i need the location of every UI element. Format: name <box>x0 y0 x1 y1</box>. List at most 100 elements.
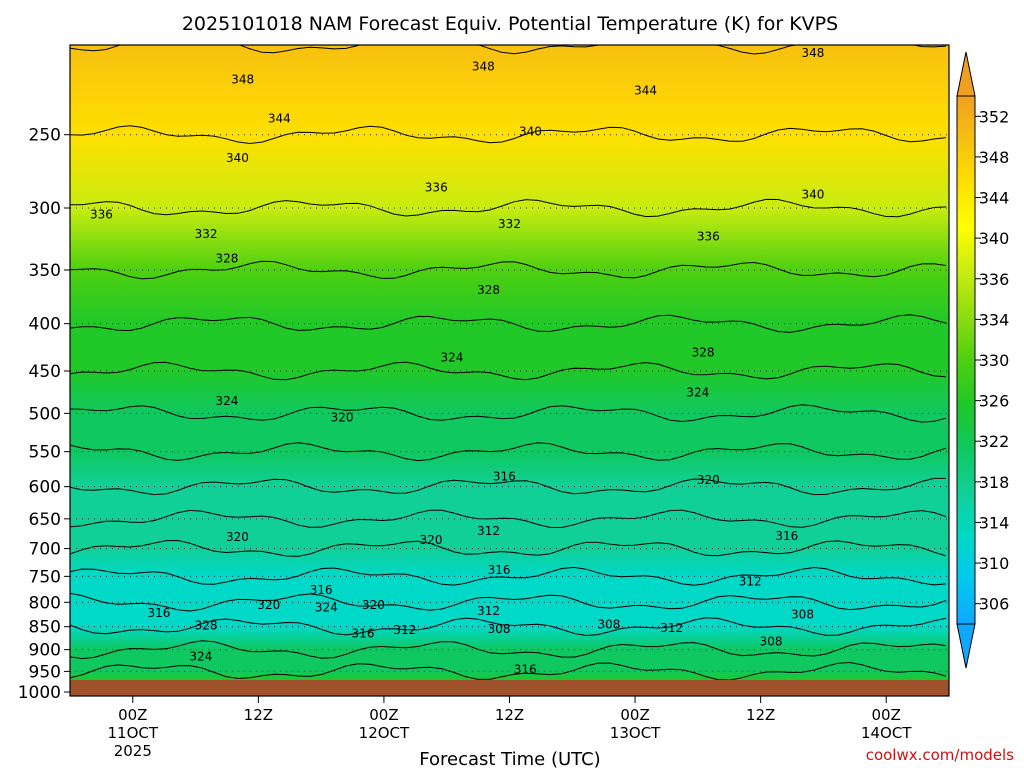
contour-label: 336 <box>425 180 448 194</box>
contour-label: 348 <box>802 46 825 60</box>
pressure-tick-label: 950 <box>29 662 61 682</box>
contour-label: 312 <box>477 524 500 538</box>
contour-label: 308 <box>760 635 783 649</box>
contour-label: 312 <box>477 604 500 618</box>
contour-label: 316 <box>514 662 537 676</box>
time-tick-label: 00Z <box>620 706 649 724</box>
contour-line <box>70 661 947 681</box>
contour-line <box>70 592 947 612</box>
pressure-tick-label: 750 <box>29 567 61 587</box>
pressure-tick-label: 1000 <box>18 683 61 703</box>
contour-line <box>70 314 947 333</box>
colorbar-tick-label: 348 <box>979 148 1010 167</box>
contour-line <box>70 566 947 586</box>
contour-label: 320 <box>697 473 720 487</box>
pressure-tick-label: 450 <box>29 362 61 382</box>
ground-surface <box>70 680 949 696</box>
equiv-potential-temperature-field <box>70 45 949 680</box>
contour-label: 332 <box>498 217 521 231</box>
time-tick-label: 12Z <box>746 706 775 724</box>
colorbar-tick-label: 318 <box>979 473 1010 492</box>
pressure-tick-label: 850 <box>29 618 61 638</box>
contour-label: 340 <box>519 124 542 138</box>
contour-label: 340 <box>226 151 249 165</box>
x-axis-label: Forecast Time (UTC) <box>419 749 600 768</box>
contour-label: 312 <box>393 623 416 637</box>
pressure-tick-label: 650 <box>29 510 61 530</box>
contour-label: 320 <box>362 598 385 612</box>
contour-line <box>70 45 947 55</box>
contour-label: 328 <box>477 283 500 297</box>
contour-label: 324 <box>189 649 212 663</box>
contour-label: 336 <box>90 208 113 222</box>
time-tick-label: 12Z <box>244 706 273 724</box>
chart-title: 2025101018 NAM Forecast Equiv. Potential… <box>182 13 838 35</box>
contour-label: 324 <box>216 394 239 408</box>
pressure-tick-label: 400 <box>29 315 61 335</box>
contour-labels: 348 348 348 344 344 340 340 340 336 336 336 332 332 3… <box>90 46 824 676</box>
contour-label: 312 <box>739 575 762 589</box>
contour-line <box>70 640 947 660</box>
pressure-tick-label: 700 <box>29 540 61 560</box>
colorbar-tick-label: 336 <box>979 270 1010 289</box>
contour-label: 340 <box>802 187 825 201</box>
colorbar-tick-label: 340 <box>979 229 1010 248</box>
time-tick-label: 13OCT <box>610 724 661 742</box>
contour-label: 320 <box>420 533 443 547</box>
time-tick-label: 00Z <box>369 706 398 724</box>
colorbar-ticks: 352 348 344 340 336 334 330 326 322 318 314 310 306 <box>975 107 1010 614</box>
contour-line <box>70 260 947 280</box>
time-tick-label: 00Z <box>118 706 147 724</box>
contour-label: 332 <box>195 227 218 241</box>
contour-line <box>70 539 947 557</box>
contour-label: 320 <box>226 530 249 544</box>
contour-line <box>70 442 947 462</box>
contour-label: 308 <box>791 608 814 622</box>
colorbar: 352 348 344 340 336 334 330 326 322 318 314 310 306 <box>956 51 1010 669</box>
contour-label: 336 <box>697 229 720 243</box>
contour-label: 308 <box>488 622 511 636</box>
contour-label: 344 <box>634 84 657 98</box>
contour-label: 328 <box>195 619 218 633</box>
contour-label: 316 <box>488 563 511 577</box>
contour-label: 324 <box>686 386 709 400</box>
credit-text: coolwx.com/models <box>866 746 1014 764</box>
time-tick-label: 12Z <box>495 706 524 724</box>
contour-label: 344 <box>268 111 291 125</box>
colorbar-tick-label: 344 <box>979 189 1010 208</box>
time-tick-label: 2025 <box>114 742 152 760</box>
contour-line <box>70 198 947 218</box>
colorbar-tick-label: 306 <box>979 595 1010 614</box>
contour-label: 308 <box>597 617 620 631</box>
contour-label: 328 <box>216 251 239 265</box>
colorbar-body <box>956 95 976 625</box>
pressure-axis: 250 300 350 400 450 500 550 600 650 700 750 800 850 9… <box>18 126 70 703</box>
contour-label: 312 <box>660 621 683 635</box>
colorbar-tick-label: 326 <box>979 392 1010 411</box>
contour-label: 316 <box>493 469 516 483</box>
pressure-tick-label: 900 <box>29 641 61 661</box>
contour-label: 328 <box>692 346 715 360</box>
pressure-tick-label: 600 <box>29 478 61 498</box>
contour-line <box>70 125 947 145</box>
contour-label: 348 <box>472 60 495 74</box>
time-tick-label: 14OCT <box>861 724 912 742</box>
pressure-tick-label: 300 <box>29 199 61 219</box>
time-tick-label: 11OCT <box>108 724 159 742</box>
colorbar-tick-label: 334 <box>979 310 1010 329</box>
contour-line <box>70 404 947 423</box>
colorbar-tick-label: 330 <box>979 351 1010 370</box>
colorbar-bottom-arrow <box>956 623 976 669</box>
contour-label: 320 <box>257 598 280 612</box>
contour-label: 316 <box>147 606 170 620</box>
time-tick-label: 12OCT <box>359 724 410 742</box>
contour-label: 316 <box>310 583 333 597</box>
contour-label: 324 <box>315 600 338 614</box>
contour-label: 348 <box>231 73 254 87</box>
pressure-tick-label: 800 <box>29 593 61 613</box>
colorbar-tick-label: 352 <box>979 107 1010 126</box>
time-tick-label: 00Z <box>872 706 901 724</box>
contour-line <box>70 617 947 637</box>
